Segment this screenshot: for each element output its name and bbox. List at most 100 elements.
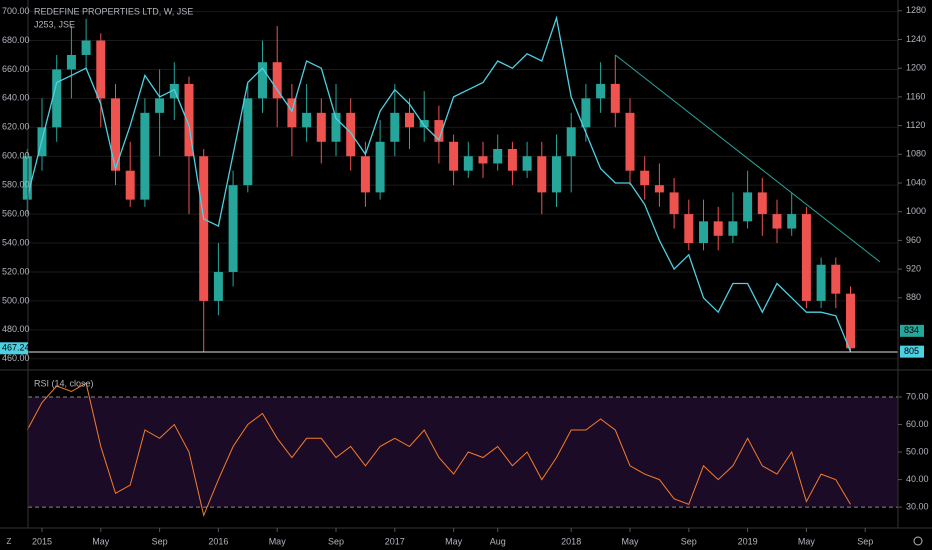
x-tick-label: 2018 [561, 536, 581, 546]
x-tick-label: May [269, 536, 287, 546]
y-tick-label: 620.00 [2, 122, 30, 132]
candle-body [507, 149, 517, 171]
x-tick-label: 2017 [385, 536, 405, 546]
y-tick-label: 460.00 [2, 353, 30, 363]
y2-tick-label: 960 [906, 235, 921, 245]
candle-body [566, 127, 576, 157]
candle-body [684, 214, 694, 244]
x-tick-label: Sep [857, 536, 873, 546]
x-tick-label: Sep [681, 536, 697, 546]
series-line [26, 15, 852, 352]
marker-label: 834 [904, 325, 919, 335]
candle-body [140, 112, 150, 200]
candle-body [375, 141, 385, 193]
candle-body [787, 214, 797, 229]
indicator-title: RSI (14, close) [34, 378, 94, 388]
candle-body [728, 221, 738, 236]
candle-body [654, 185, 664, 193]
x-tick-label: May [798, 536, 816, 546]
y2-tick-label: 880 [906, 292, 921, 302]
candle-body [610, 83, 620, 113]
candle-body [81, 40, 91, 55]
candle-body [625, 112, 635, 171]
plot-layer [22, 15, 881, 518]
candle-body [213, 271, 223, 301]
candle-body [316, 112, 326, 142]
y2-tick-label: 1040 [906, 177, 926, 187]
last-price-box [0, 342, 28, 355]
candle-body [801, 214, 811, 301]
y-tick-label: 580.00 [2, 180, 30, 190]
y-tick-label: 680.00 [2, 35, 30, 45]
y-tick-label: 560.00 [2, 208, 30, 218]
candle-body [596, 83, 606, 99]
candle-body [743, 192, 753, 222]
candle-body [22, 156, 32, 200]
rsi-band [28, 396, 898, 508]
logo-icon[interactable]: Z [7, 537, 12, 546]
y2-tick-label: 1280 [906, 5, 926, 15]
candle-body [434, 120, 444, 142]
x-tick-label: Sep [328, 536, 344, 546]
y2-tick-label: 1160 [906, 91, 925, 101]
candle-body [405, 112, 414, 128]
candle-body [125, 170, 135, 200]
y2-tick-label: 1200 [906, 63, 926, 73]
y2-tick-label: 920 [906, 263, 921, 273]
candle-body [96, 40, 106, 99]
last-value-label: 805 [904, 346, 919, 356]
y2-tick-label: 1240 [906, 34, 926, 44]
y-tick-label: 40.00 [906, 474, 929, 484]
y-tick-label: 600.00 [2, 151, 30, 161]
candle-body [816, 264, 826, 301]
y-tick-label: 50.00 [906, 446, 929, 456]
candle-body [699, 221, 708, 244]
last-price-label: 467.24 [2, 343, 30, 353]
y-tick-label: 60.00 [906, 419, 929, 429]
candle-body [155, 98, 165, 113]
candle-body [640, 170, 650, 186]
candle-body [66, 54, 76, 70]
candle-body [757, 192, 767, 215]
candle-body [846, 293, 855, 349]
candle-body [331, 112, 341, 142]
y2-tick-label: 1120 [906, 120, 925, 130]
y-tick-label: 30.00 [906, 501, 929, 511]
candle-body [184, 83, 194, 157]
candle-body [302, 112, 312, 128]
grid-layer [28, 11, 898, 508]
y-tick-label: 500.00 [2, 295, 30, 305]
candle-body [346, 112, 356, 157]
candle-body [111, 98, 120, 171]
x-tick-label: May [92, 536, 110, 546]
candle-body [713, 221, 723, 236]
y-tick-label: 480.00 [2, 324, 30, 334]
candle-body [831, 264, 841, 294]
x-tick-label: 2019 [738, 536, 758, 546]
candle-body [243, 98, 253, 186]
candle-body [669, 192, 679, 215]
y2-tick-label: 1000 [906, 206, 926, 216]
candle-body [552, 156, 561, 193]
candle-body [360, 156, 370, 193]
candle-body [581, 98, 591, 128]
y-tick-label: 640.00 [2, 93, 30, 103]
candle-body [449, 141, 459, 171]
candle-body [52, 69, 62, 128]
settings-icon[interactable] [913, 536, 923, 546]
y-tick-label: 660.00 [2, 64, 30, 74]
x-tick-label: May [445, 536, 463, 546]
candle-body [228, 185, 238, 272]
marker-box [900, 324, 924, 337]
y2-tick-label: 1080 [906, 149, 926, 159]
candle-body [419, 120, 429, 128]
candle-body [199, 156, 209, 301]
candle-body [478, 156, 488, 164]
y-tick-label: 70.00 [906, 391, 929, 401]
legend-entry: J253, JSE [34, 19, 75, 29]
x-tick-label: 2016 [208, 536, 228, 546]
candle-body [258, 62, 267, 99]
candle-body [463, 156, 473, 171]
